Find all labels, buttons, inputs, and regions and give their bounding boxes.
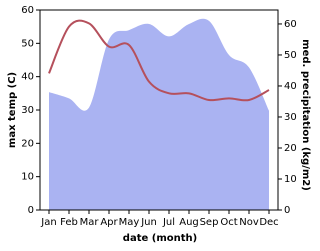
y2-axis-label: med. precipitation (kg/m2) (300, 39, 311, 191)
y2-tick-label: 10 (284, 174, 297, 185)
y-tick-label: 0 (28, 205, 34, 216)
y-tick-label: 30 (21, 105, 34, 116)
x-tick-label: Aug (179, 217, 199, 228)
y2-tick-label: 50 (284, 50, 297, 61)
y2-tick-label: 40 (284, 81, 297, 92)
x-tick-label: Dec (259, 217, 278, 228)
x-tick-label: Jun (140, 217, 157, 228)
y-tick-label: 50 (21, 38, 34, 49)
x-tick-label: Oct (220, 217, 237, 228)
area (49, 18, 269, 210)
x-tick-label: Mar (80, 217, 100, 228)
x-tick-label: Jul (162, 217, 175, 228)
line (48, 19, 270, 102)
y2-tick-label: 60 (284, 19, 297, 30)
y-tick-label: 40 (21, 72, 34, 83)
x-axis-label: date (month) (123, 233, 197, 244)
x-tick-label: Nov (239, 217, 259, 228)
x-tick-label: May (119, 217, 140, 228)
y-axis-label: max temp (C) (7, 72, 18, 148)
x-tick-label: Apr (100, 217, 118, 228)
y-tick-label: 10 (21, 172, 34, 183)
y2-tick-label: 0 (284, 205, 290, 216)
x-tick-label: Feb (60, 217, 78, 228)
x-tick-label: Jan (40, 217, 56, 228)
y2-tick-label: 20 (284, 143, 297, 154)
y-tick-label: 20 (21, 138, 34, 149)
chart: date (month) max temp (C) med. precipita… (7, 5, 311, 244)
y-tick-label: 60 (21, 5, 34, 16)
x-tick-label: Sep (200, 217, 219, 228)
y2-tick-label: 30 (284, 112, 297, 123)
